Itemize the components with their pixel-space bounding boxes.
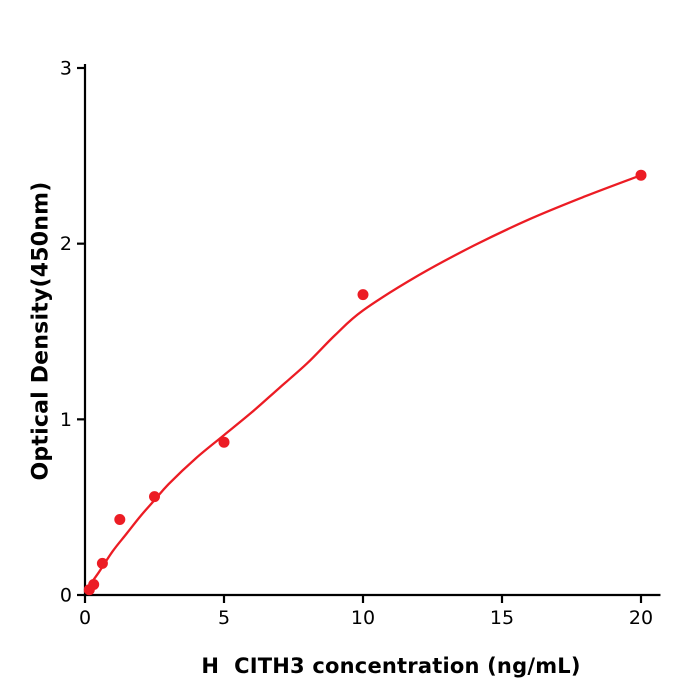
y-tick-label: 2 bbox=[60, 233, 72, 255]
y-tick-label: 0 bbox=[60, 585, 72, 607]
y-tick-label: 3 bbox=[60, 58, 72, 80]
data-point bbox=[149, 491, 160, 503]
x-tick-label: 20 bbox=[629, 607, 653, 629]
x-tick-label: 0 bbox=[79, 607, 91, 629]
x-tick-label: 15 bbox=[490, 607, 514, 629]
data-point bbox=[96, 557, 108, 569]
data-point bbox=[114, 514, 126, 525]
y-tick-label: 1 bbox=[60, 409, 72, 431]
y-axis-title: Optical Density(450nm) bbox=[28, 181, 54, 481]
data-point bbox=[357, 289, 369, 301]
data-point bbox=[635, 169, 647, 181]
x-tick-label: 10 bbox=[351, 607, 375, 629]
x-axis-title: H CITH3 concentration (ng/mL) bbox=[201, 654, 581, 678]
x-tick-label: 5 bbox=[218, 607, 230, 629]
data-point bbox=[218, 436, 230, 448]
data-point bbox=[88, 579, 100, 590]
fit-curve-path bbox=[83, 174, 643, 593]
